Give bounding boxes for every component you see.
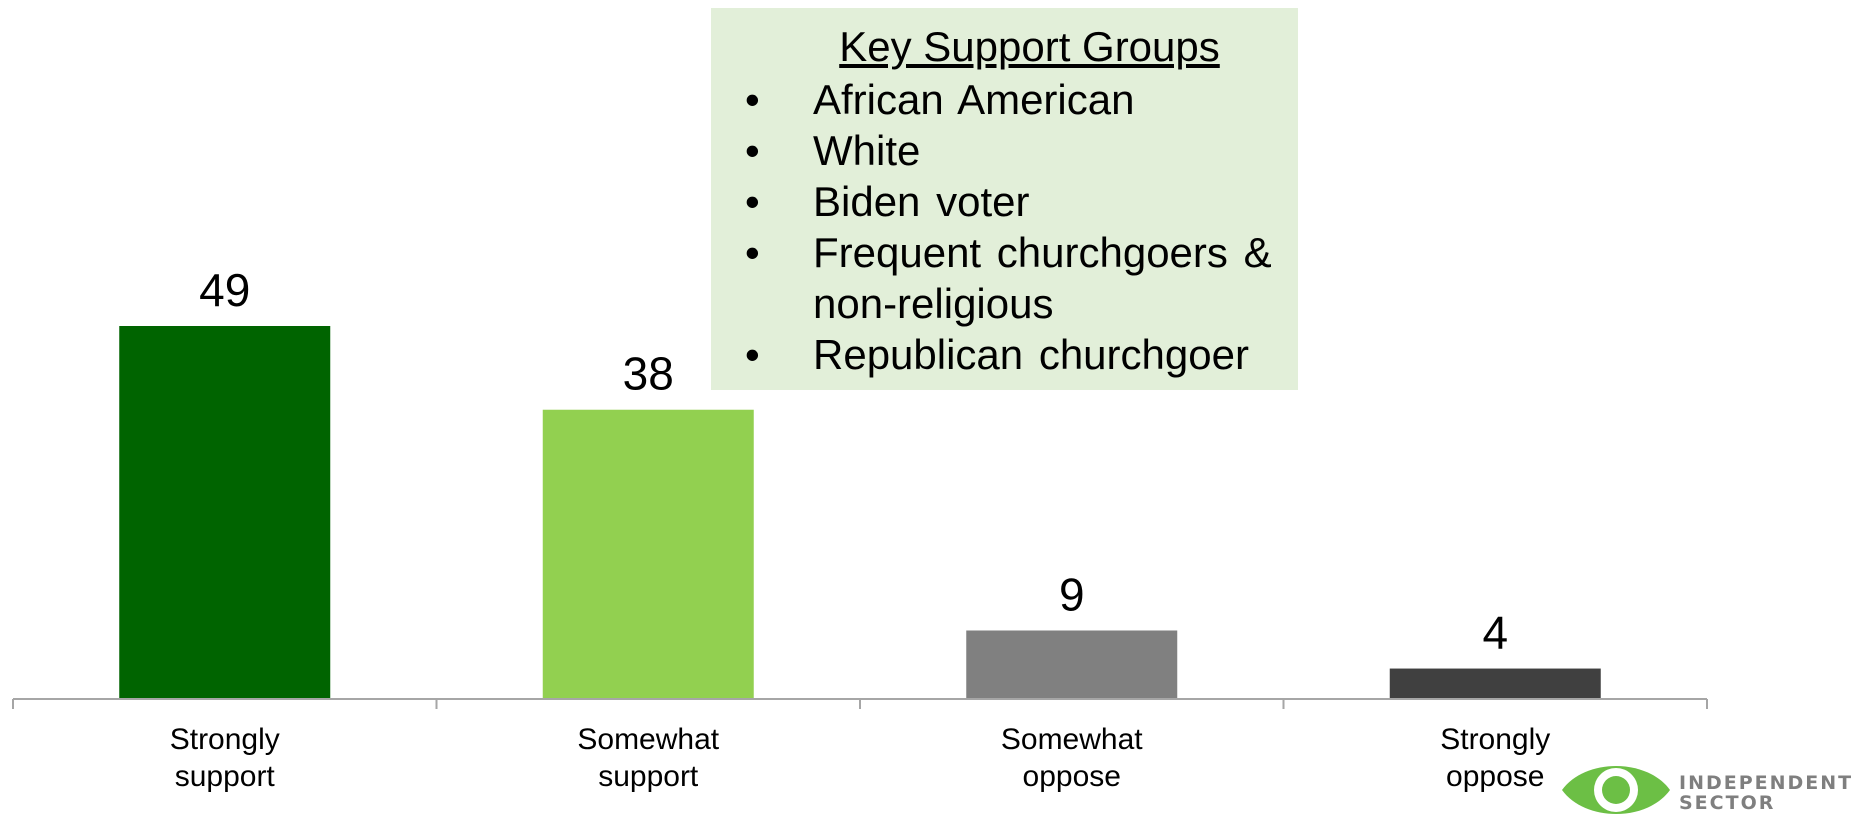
bullet-icon: •: [745, 76, 760, 124]
callout-item: • White: [745, 127, 921, 175]
x-tick-label: Strongly oppose: [1440, 723, 1550, 793]
callout-list: • African American • White • Biden voter • Freq…: [731, 74, 1278, 380]
callout-item: • Frequent churchgoers & non-religious: [745, 229, 1272, 328]
data-label: 9: [1059, 568, 1085, 620]
data-label: 49: [199, 264, 250, 316]
bullet-icon: •: [745, 229, 760, 277]
bar: [966, 630, 1178, 699]
x-tick-label: Somewhat support: [577, 723, 719, 793]
independent-sector-logo: INDEPENDENT SECTOR: [1560, 762, 1857, 817]
logo-text-line2: SECTOR: [1679, 792, 1776, 814]
callout-item: • Biden voter: [745, 178, 1030, 226]
callout-item: • Republican churchgoer: [745, 331, 1249, 379]
x-tick-label: Somewhat oppose: [1001, 723, 1143, 793]
eye-icon: [1562, 766, 1670, 814]
bullet-icon: •: [745, 127, 760, 175]
bullet-icon: •: [745, 178, 760, 226]
data-label: 38: [623, 348, 674, 400]
bullet-icon: •: [745, 331, 760, 379]
callout-item: • African American: [745, 76, 1135, 124]
bar: [1389, 668, 1601, 699]
data-label: 4: [1482, 607, 1508, 659]
x-tick-label: Strongly support: [170, 723, 280, 793]
bar: [542, 409, 754, 699]
logo-text-line1: INDEPENDENT: [1679, 772, 1854, 794]
key-support-groups-callout: Key Support Groups • African American • Whi…: [711, 8, 1298, 390]
callout-title: Key Support Groups: [839, 23, 1220, 70]
bar: [119, 326, 331, 699]
